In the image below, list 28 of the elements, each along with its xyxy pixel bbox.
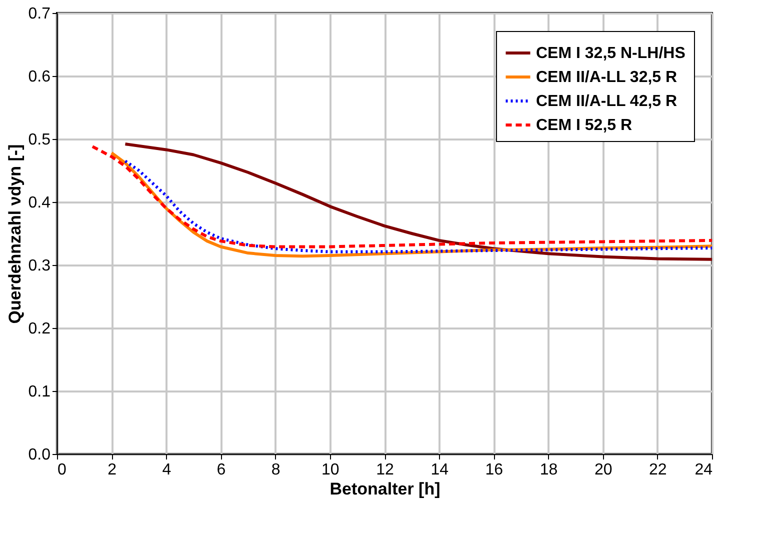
legend-label: CEM II/A-LL 32,5 R [536,69,678,86]
x-tick-label: 0 [58,462,66,478]
y-tick-label: 0.7 [28,6,51,22]
legend-label: CEM I 32,5 N-LH/HS [536,45,686,62]
y-tick-label: 0.3 [28,258,51,274]
legend-label: CEM II/A-LL 42,5 R [536,93,678,110]
x-tick-label: 6 [216,462,226,478]
x-tick-label: 20 [594,462,612,478]
x-axis-title: Betonalter [h] [330,480,440,498]
y-tick-label: 0.2 [28,320,51,338]
x-tick-label: 10 [322,462,340,478]
x-tick-label: 24 [694,462,713,478]
x-tick-label: 12 [376,462,394,478]
x-tick-label: 16 [485,462,504,478]
x-tick-label: 2 [108,462,117,478]
line-series [90,145,712,248]
x-tick-label: 18 [540,462,558,478]
legend-label: CEM I 52,5 R [536,117,632,134]
y-tick-label: 0.5 [28,132,51,148]
x-tick-label: 14 [430,462,449,478]
x-tick-label: 22 [649,462,667,478]
x-tick-label: 8 [271,462,280,478]
y-tick-label: 0.1 [28,384,51,400]
x-tick-label: 4 [162,462,172,478]
y-tick-label: 0.6 [28,68,51,86]
y-tick-label: 0.4 [28,194,51,212]
y-axis-title: Querdehnzahl νdyn [-] [5,144,24,324]
y-tick-label: 0.0 [28,446,51,464]
